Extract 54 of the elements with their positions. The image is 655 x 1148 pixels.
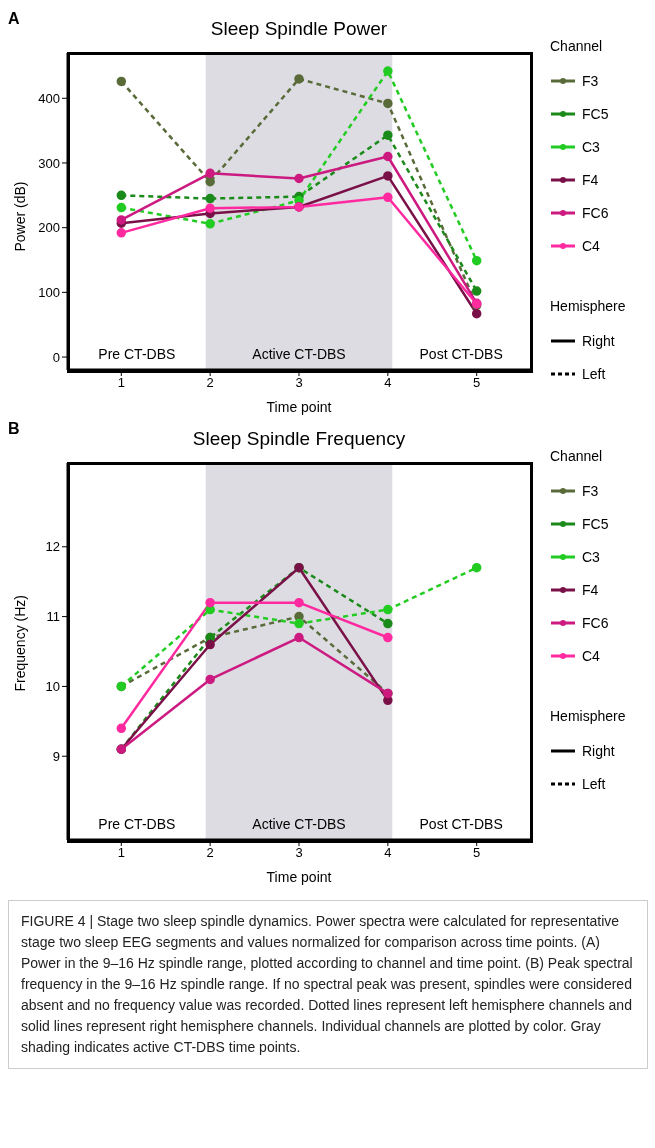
chart-title: Sleep Spindle Frequency <box>191 428 407 450</box>
band-label: Active CT-DBS <box>251 816 347 832</box>
legend-label: C3 <box>582 138 600 155</box>
legend-label: FC6 <box>582 614 609 631</box>
text: Left <box>582 775 606 792</box>
text: Right <box>582 742 615 759</box>
band-label: Active CT-DBS <box>251 346 347 362</box>
x-tick-label: 4 <box>384 845 392 861</box>
y-tick-label: 12 <box>45 539 60 555</box>
annotation: Pre CT-DBS <box>97 346 177 362</box>
legend-label: F4 <box>582 171 599 188</box>
legend-label: F3 <box>582 72 599 89</box>
y-tick-label: 10 <box>45 679 60 695</box>
legend-label: F4 <box>582 581 599 598</box>
x-axis-title: Time point <box>266 399 332 415</box>
annotation: Post CT-DBS <box>418 346 504 362</box>
text: Hemisphere <box>550 708 626 724</box>
legend-label: FC5 <box>582 515 609 532</box>
x-tick-label: 2 <box>206 375 214 391</box>
text: Right <box>582 332 615 349</box>
y-tick-label: 400 <box>38 90 60 106</box>
y-axis-title: Frequency (Hz) <box>11 595 28 692</box>
y-tick-label: 100 <box>38 284 60 300</box>
x-tick-label: 5 <box>473 845 481 861</box>
caption: FIGURE 4 | Stage two sleep spindle dynamics. Power spectra were calculated for representative stage two sleep EEG segments and values normalized for comparison across time points. (A) Power in the 9–16 Hz spindle range, plotted according to channel and time point. (B) Peak spectral frequency in the 9–16 Hz spindle range. If no spectral peak was present, spindles were considered absent and no frequency value was recorded. Dotted lines represent left hemisphere channels and solid lines represent right hemisphere channels. Individual channels are plotted by color. Gray shading indicates active CT-DBS time points. <box>8 900 648 1069</box>
text: B <box>8 420 20 438</box>
legend-label: C4 <box>582 647 600 664</box>
legend-title: Channel <box>550 448 604 464</box>
legend-label: F3 <box>582 482 599 499</box>
x-tick-label: 2 <box>206 845 214 861</box>
text: Hemisphere <box>550 298 626 314</box>
legend-label: C3 <box>582 548 600 565</box>
x-tick-label: 5 <box>473 375 481 391</box>
annotation: Post CT-DBS <box>418 816 504 832</box>
x-axis-title: Time point <box>266 869 332 885</box>
annotation: Pre CT-DBS <box>97 816 177 832</box>
text: Left <box>582 365 606 382</box>
y-axis-title: Power (dB) <box>11 181 28 252</box>
x-tick-label: 3 <box>295 845 303 861</box>
y-tick-label: 300 <box>38 155 60 171</box>
text: A <box>8 10 20 28</box>
chart-title: Sleep Spindle Power <box>209 18 389 40</box>
legend-title: Channel <box>550 38 604 54</box>
legend-label: FC6 <box>582 204 609 221</box>
y-tick-label: 200 <box>38 220 60 236</box>
x-tick-label: 1 <box>117 845 125 861</box>
legend-label: C4 <box>582 237 600 254</box>
y-tick-label: 11 <box>46 609 60 625</box>
x-tick-label: 3 <box>295 375 303 391</box>
x-tick-label: 1 <box>117 375 125 391</box>
legend-label: FC5 <box>582 105 609 122</box>
x-tick-label: 4 <box>384 375 392 391</box>
y-tick-label: 0 <box>52 349 60 365</box>
y-tick-label: 9 <box>52 748 60 764</box>
